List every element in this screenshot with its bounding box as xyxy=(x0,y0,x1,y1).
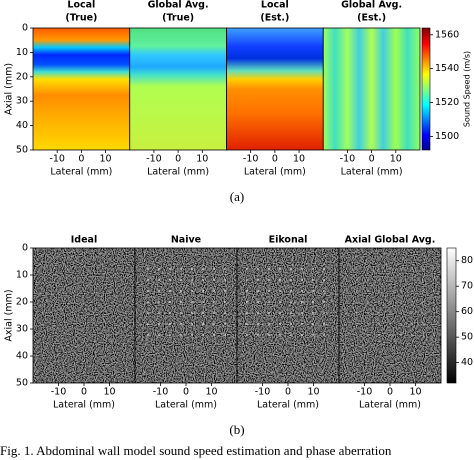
y-tick-label: 10 xyxy=(16,270,28,281)
colorbar-tick-label: 50 xyxy=(461,332,473,343)
x-tick-label: 0 xyxy=(175,154,181,165)
y-tick-label: 10 xyxy=(16,47,28,58)
x-tick-label: 0 xyxy=(285,387,291,398)
colorbar-label: Sound Speed (m/s) xyxy=(463,51,472,127)
colorbar xyxy=(421,27,431,151)
x-tick-label: 0 xyxy=(81,387,87,398)
colorbar-tick-label: 1500 xyxy=(435,131,459,142)
x-tick-label: 10 xyxy=(103,387,115,398)
y-axis-label: Axial (mm) xyxy=(4,289,15,341)
panel-title: Ideal xyxy=(71,235,97,246)
x-tick-label: -10 xyxy=(51,387,67,398)
colorbar-tick-label: 80 xyxy=(461,255,473,266)
x-tick-label: 10 xyxy=(205,387,217,398)
y-tick-label: 20 xyxy=(16,71,28,82)
x-axis-label: Lateral (mm) xyxy=(50,167,112,178)
colorbar-tick-label: 60 xyxy=(461,306,473,317)
panel-title: (Est.) xyxy=(260,13,289,24)
y-tick-label: 40 xyxy=(16,120,28,131)
y-tick-label: 50 xyxy=(16,145,28,156)
x-tick-label: 10 xyxy=(100,154,112,165)
colorbar-tick-label: 40 xyxy=(461,357,473,368)
x-tick-label: -10 xyxy=(49,154,65,165)
colorbar-tick-label: 1560 xyxy=(435,29,459,40)
x-tick-label: -10 xyxy=(243,154,259,165)
x-tick-label: 10 xyxy=(409,387,421,398)
y-tick-label: 30 xyxy=(16,324,28,335)
panel-title: (True) xyxy=(65,13,97,24)
x-tick-label: -10 xyxy=(357,387,373,398)
speckle xyxy=(33,248,135,383)
colorbar xyxy=(446,247,457,384)
panel-title: Global Avg. xyxy=(341,0,402,11)
targets xyxy=(244,268,332,340)
y-tick-label: 50 xyxy=(16,378,28,389)
panel-title: Naive xyxy=(171,235,201,246)
x-tick-label: 0 xyxy=(369,154,375,165)
x-tick-label: -10 xyxy=(340,154,356,165)
image xyxy=(129,28,227,150)
panel-title: Local xyxy=(261,0,289,11)
image xyxy=(323,28,420,150)
x-axis-label: Lateral (mm) xyxy=(359,400,421,411)
x-tick-label: 10 xyxy=(390,154,402,165)
x-tick-label: 10 xyxy=(196,154,208,165)
panel-title: (Est.) xyxy=(357,13,386,24)
x-tick-label: 10 xyxy=(307,387,319,398)
colorbar-tick-label: 1540 xyxy=(435,63,459,74)
x-axis-label: Lateral (mm) xyxy=(257,400,319,411)
x-tick-label: 0 xyxy=(387,387,393,398)
y-tick-label: 30 xyxy=(16,96,28,107)
panel-title: Local xyxy=(67,0,95,11)
x-axis-label: Lateral (mm) xyxy=(147,167,209,178)
panel-caption: (a) xyxy=(230,189,244,204)
image xyxy=(33,28,130,150)
y-tick-label: 40 xyxy=(16,351,28,362)
panel-caption: (b) xyxy=(229,422,244,437)
x-tick-label: 0 xyxy=(78,154,84,165)
panel-title: Global Avg. xyxy=(148,0,209,11)
figure-caption: Fig. 1. Abdominal wall model sound speed… xyxy=(0,443,392,458)
panel-title: Eikonal xyxy=(269,235,308,246)
targets xyxy=(140,268,228,340)
x-tick-label: -10 xyxy=(153,387,169,398)
x-tick-label: -10 xyxy=(146,154,162,165)
plots: Local (True) -10 0 10 Lateral (mm) Global Avg.… xyxy=(4,0,474,437)
y-tick-label: 0 xyxy=(22,243,28,254)
x-tick-label: 0 xyxy=(272,154,278,165)
colorbar-tick-label: 70 xyxy=(461,281,473,292)
x-tick-label: 0 xyxy=(183,387,189,398)
colorbar-tick-label: 1520 xyxy=(435,97,459,108)
panel-title: Axial Global Avg. xyxy=(345,235,436,246)
x-axis-label: Lateral (mm) xyxy=(341,167,403,178)
panel-title: (True) xyxy=(162,13,194,24)
y-tick-label: 0 xyxy=(22,23,28,34)
y-tick-label: 20 xyxy=(16,297,28,308)
image xyxy=(226,28,324,150)
x-axis-label: Lateral (mm) xyxy=(155,400,217,411)
x-axis-label: Lateral (mm) xyxy=(244,167,306,178)
targets xyxy=(346,268,434,340)
point-targets xyxy=(140,268,434,340)
x-tick-label: -10 xyxy=(255,387,271,398)
y-axis-label: Axial (mm) xyxy=(4,63,15,115)
x-tick-label: 10 xyxy=(293,154,305,165)
x-axis-label: Lateral (mm) xyxy=(53,400,115,411)
